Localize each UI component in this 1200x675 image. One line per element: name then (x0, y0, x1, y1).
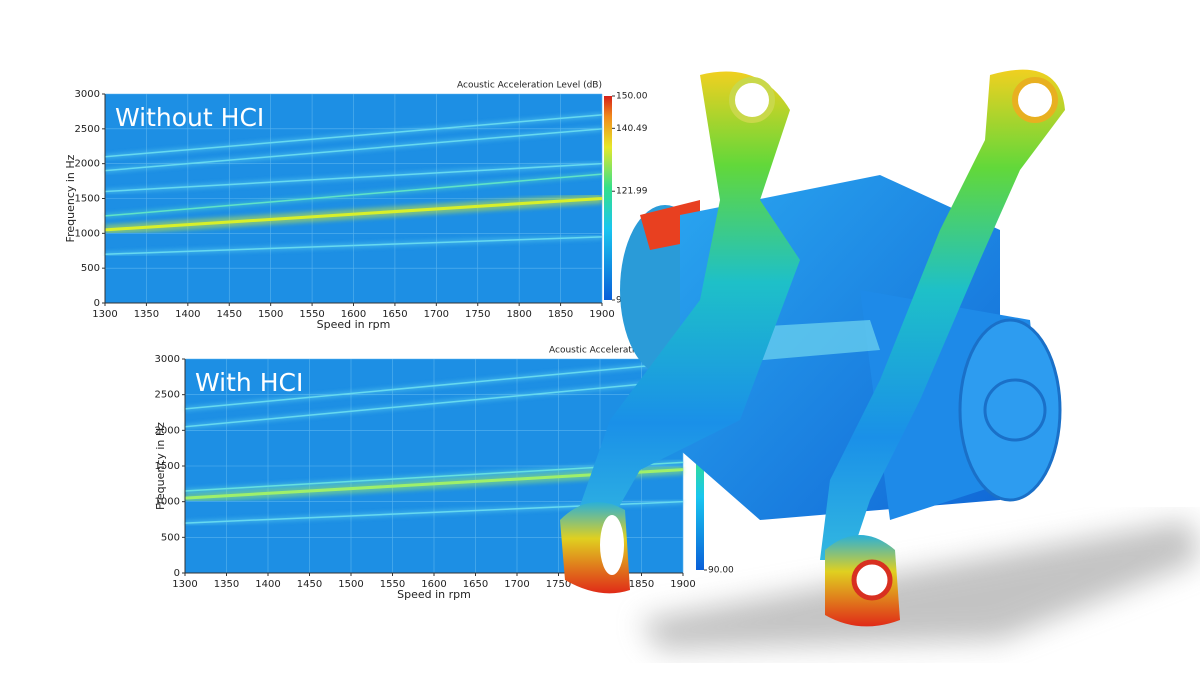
y-tick-label: 3000 (155, 354, 180, 365)
y-axis-title: Frequency in Hz (64, 154, 77, 242)
annotation: Without HCI (115, 103, 264, 132)
colorbar-tick-label: 90.00 (708, 566, 734, 576)
y-tick-label: 500 (81, 263, 100, 274)
chart: 1300 1350 1400 1450 1500 1550 1600 1650 1700 1750… (55, 75, 648, 331)
ridge (184, 379, 684, 428)
ridge (104, 114, 603, 158)
x-tick-label: 1800 (506, 309, 531, 320)
y-tick-label: 1000 (75, 228, 100, 239)
x-axis-title: Speed in rpm (317, 318, 391, 331)
x-tick-label: 1350 (134, 309, 159, 320)
x-tick-label: 1600 (421, 579, 446, 590)
y-tick-label: 2500 (155, 390, 180, 401)
colorbar-tick-label: 121.99 (616, 187, 648, 197)
ridge (104, 197, 603, 232)
ridge (104, 162, 603, 193)
y-axis-title: Frequency in Hz (154, 422, 167, 510)
colorbar-title: Acoustic Acceleration Level (dB) (549, 346, 694, 356)
colorbar-tick-label: 150.00 (616, 92, 648, 102)
x-axis-title: Speed in rpm (397, 588, 471, 601)
y-tick-label: 500 (161, 532, 180, 543)
y-tick-label: 0 (174, 568, 180, 579)
y-tick-label: 3000 (75, 89, 100, 100)
x-tick-label: 1400 (175, 309, 200, 320)
annotation: With HCI (195, 368, 303, 397)
x-tick-label: 1650 (382, 309, 407, 320)
x-tick-label: 1500 (258, 309, 283, 320)
y-tick-label: 1000 (155, 497, 180, 508)
x-tick-label: 1650 (463, 579, 488, 590)
x-tick-label: 1550 (380, 579, 405, 590)
motor-body (560, 69, 1065, 627)
x-tick-label: 1850 (629, 579, 654, 590)
colorbar-title: Acoustic Acceleration Level (dB) (457, 81, 602, 91)
y-tick-label: 2000 (155, 425, 180, 436)
x-tick-label: 1550 (299, 309, 324, 320)
x-tick-label: 1450 (217, 309, 242, 320)
y-tick-label: 0 (94, 298, 100, 309)
x-tick-label: 1300 (172, 579, 197, 590)
x-tick-label: 1400 (255, 579, 280, 590)
colorbar-tick-label: 140.49 (616, 124, 648, 134)
x-tick-label: 1750 (546, 579, 571, 590)
x-tick-label: 1350 (214, 579, 239, 590)
ridge (104, 173, 603, 217)
ridge (104, 128, 603, 172)
x-tick-label: 1300 (92, 309, 117, 320)
colorbar (604, 96, 612, 300)
y-tick-label: 1500 (75, 194, 100, 205)
x-tick-label: 1450 (297, 579, 322, 590)
x-tick-label: 1700 (424, 309, 449, 320)
x-tick-label: 1900 (589, 309, 614, 320)
x-tick-label: 1900 (670, 579, 695, 590)
ridge (104, 236, 603, 255)
y-tick-label: 2000 (75, 159, 100, 170)
x-tick-label: 1850 (548, 309, 573, 320)
x-tick-label: 1600 (341, 309, 366, 320)
x-tick-label: 1500 (338, 579, 363, 590)
x-tick-label: 1750 (465, 309, 490, 320)
y-tick-label: 2500 (75, 124, 100, 135)
x-tick-label: 1700 (504, 579, 529, 590)
ridge (184, 361, 684, 410)
shadow (640, 520, 1200, 650)
y-tick-label: 1500 (155, 461, 180, 472)
